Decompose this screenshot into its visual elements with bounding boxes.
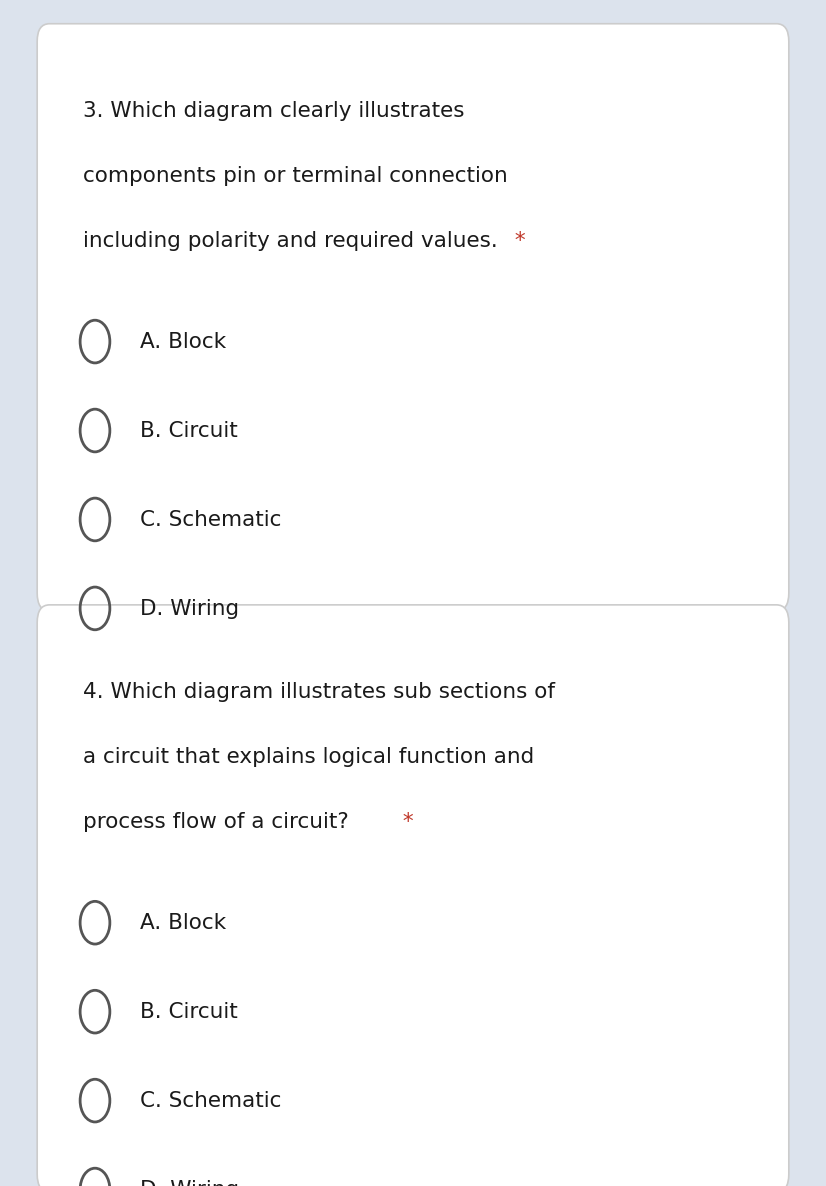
Text: A. Block: A. Block: [140, 332, 226, 352]
Text: components pin or terminal connection: components pin or terminal connection: [83, 166, 507, 186]
Text: including polarity and required values.: including polarity and required values.: [83, 231, 497, 251]
Text: B. Circuit: B. Circuit: [140, 421, 238, 441]
Text: process flow of a circuit?: process flow of a circuit?: [83, 812, 349, 833]
Text: 3. Which diagram clearly illustrates: 3. Which diagram clearly illustrates: [83, 101, 464, 121]
Text: C. Schematic: C. Schematic: [140, 510, 282, 530]
Text: D. Wiring: D. Wiring: [140, 599, 240, 619]
Text: *: *: [396, 812, 414, 833]
Text: a circuit that explains logical function and: a circuit that explains logical function…: [83, 747, 534, 767]
FancyBboxPatch shape: [37, 24, 789, 611]
Text: 4. Which diagram illustrates sub sections of: 4. Which diagram illustrates sub section…: [83, 682, 554, 702]
Text: D. Wiring: D. Wiring: [140, 1180, 240, 1186]
Text: A. Block: A. Block: [140, 913, 226, 933]
Text: *: *: [508, 231, 525, 251]
FancyBboxPatch shape: [37, 605, 789, 1186]
Text: B. Circuit: B. Circuit: [140, 1002, 238, 1022]
Text: C. Schematic: C. Schematic: [140, 1091, 282, 1111]
